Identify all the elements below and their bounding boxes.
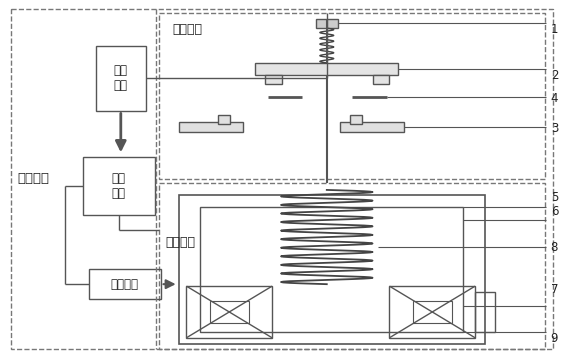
Bar bbox=[83, 157, 155, 215]
Text: 触头机构: 触头机构 bbox=[173, 23, 203, 36]
Bar bbox=[96, 46, 145, 111]
Text: 检测
电流: 检测 电流 bbox=[114, 64, 128, 92]
Bar bbox=[372, 75, 389, 84]
Bar bbox=[265, 75, 282, 84]
Text: 7: 7 bbox=[551, 282, 558, 296]
Text: 1: 1 bbox=[551, 23, 558, 36]
Bar bbox=[210, 301, 248, 323]
Bar bbox=[200, 207, 463, 332]
Bar bbox=[89, 269, 161, 299]
Bar bbox=[413, 301, 452, 323]
Bar bbox=[178, 122, 243, 132]
Bar bbox=[389, 286, 475, 338]
Bar bbox=[178, 195, 485, 344]
Bar bbox=[475, 292, 495, 332]
Bar bbox=[158, 13, 544, 179]
Text: 8: 8 bbox=[551, 241, 558, 254]
Text: 2: 2 bbox=[551, 69, 558, 82]
Text: 6: 6 bbox=[551, 205, 558, 218]
Text: 电流脉冲: 电流脉冲 bbox=[111, 278, 139, 291]
Text: 控制模块: 控制模块 bbox=[17, 173, 49, 185]
Text: 3: 3 bbox=[551, 122, 558, 135]
Text: 5: 5 bbox=[551, 192, 558, 204]
Bar bbox=[186, 286, 272, 338]
Bar bbox=[350, 116, 362, 125]
Text: 4: 4 bbox=[551, 92, 558, 105]
Bar bbox=[218, 116, 230, 125]
Bar bbox=[255, 63, 398, 75]
Bar bbox=[340, 122, 404, 132]
Text: 控制
单元: 控制 单元 bbox=[112, 172, 126, 200]
Bar bbox=[158, 183, 544, 349]
Text: 电磁机构: 电磁机构 bbox=[166, 236, 196, 249]
Bar bbox=[316, 19, 338, 28]
Text: 9: 9 bbox=[551, 332, 558, 345]
